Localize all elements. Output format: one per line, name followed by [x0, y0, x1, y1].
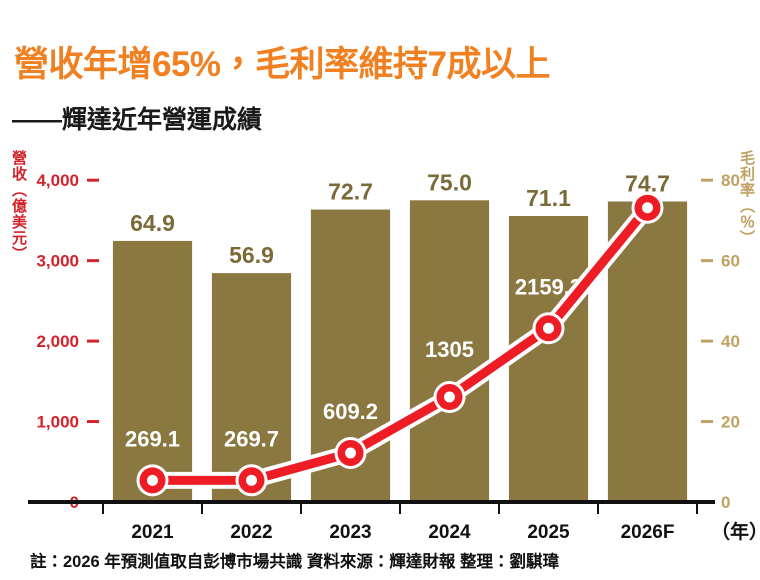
x-axis-label: 2025	[527, 522, 570, 543]
bar	[508, 215, 589, 502]
x-axis-label: 2026F	[621, 522, 675, 543]
left-axis-title: 營收（億美元）	[10, 150, 27, 262]
x-axis-labels: 2021 2022 2023 2024 2025 2026F （年）	[131, 520, 760, 543]
revenue-value-label: 269.1	[125, 426, 180, 451]
bar-value-label: 72.7	[328, 179, 373, 205]
line-series	[144, 199, 656, 489]
page-subtitle: ——輝達近年營運成績	[12, 105, 263, 134]
page-title: 營收年增65%，毛利率維持7成以上	[14, 45, 551, 85]
left-tick-label: 1,000	[36, 413, 79, 432]
right-axis-ticks: 0 20 40 60 80	[701, 171, 740, 512]
left-tick-label: 4,000	[36, 171, 79, 190]
bar	[409, 200, 490, 502]
right-tick-label: 0	[721, 493, 730, 512]
x-axis-label: 2021	[131, 522, 174, 543]
footnote: 註：2026 年預測值取自彭博市場共識 資料來源：輝達財報 整理：劉騏瑋	[30, 553, 559, 571]
x-axis-label: 2024	[428, 522, 471, 543]
bar-value-label: 56.9	[229, 242, 274, 268]
right-tick-label: 20	[721, 413, 740, 432]
revenue-value-label: 269.7	[224, 426, 279, 451]
right-axis-title: 毛利率（％）	[738, 150, 755, 246]
right-tick-label: 40	[721, 332, 740, 351]
bar-value-label: 75.0	[427, 169, 472, 195]
revenue-value-label: 609.2	[323, 399, 378, 424]
revenue-line	[148, 203, 652, 485]
left-tick-label: 2,000	[36, 332, 79, 351]
bar	[112, 240, 193, 503]
x-axis	[28, 500, 715, 514]
bar	[211, 273, 292, 502]
right-tick-label: 60	[721, 252, 740, 271]
bar-value-labels: 64.956.972.7 75.071.174.7	[130, 169, 670, 268]
revenue-value-label: 1305	[425, 337, 474, 362]
right-tick-label: 80	[721, 171, 740, 190]
x-axis-label: 2023	[329, 522, 371, 543]
bar-value-label: 71.1	[526, 185, 571, 211]
chart-canvas: 0 1,000 2,000 3,000 4,000 0 20 40 60 80 64.9 56.9…	[28, 169, 760, 543]
left-tick-label: 3,000	[36, 252, 79, 271]
x-axis-unit-label: （年）	[711, 520, 760, 543]
x-axis-label: 2022	[230, 522, 272, 543]
bar-value-label: 64.9	[130, 210, 175, 236]
line-markers	[136, 191, 664, 497]
bar-series	[112, 200, 688, 503]
